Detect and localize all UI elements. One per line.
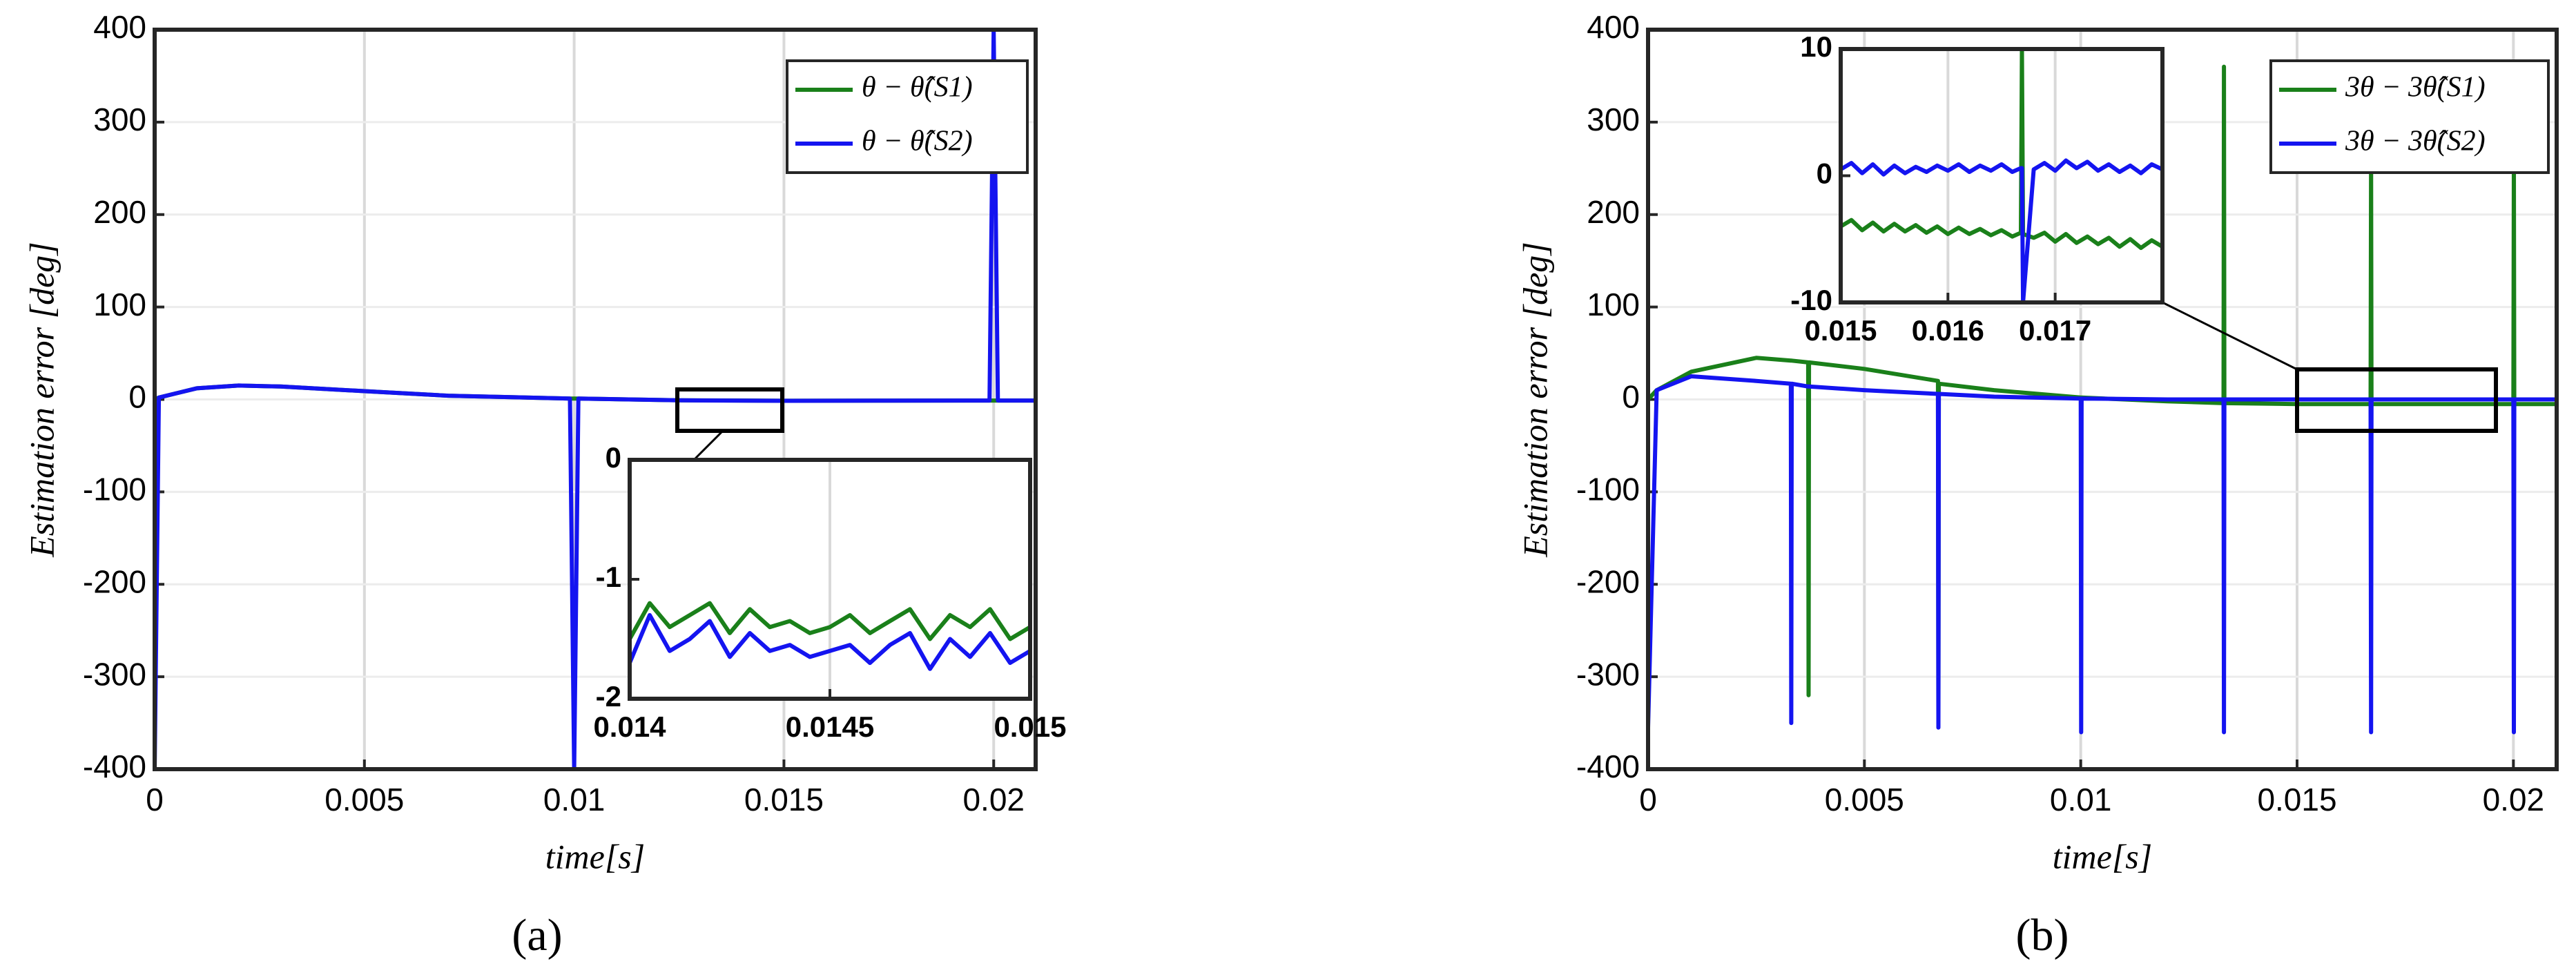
y-tick-label: -400 (83, 748, 146, 784)
y-tick-label: -300 (83, 656, 146, 692)
legend-label: θ − θ̂(S1) (862, 72, 973, 104)
x-tick-label: 0.014 (593, 710, 666, 743)
axes-frame (153, 28, 1038, 771)
x-tick-label: 0.01 (2050, 782, 2112, 818)
y-tick-label: -200 (1576, 563, 1640, 599)
y-tick-label: 400 (1587, 9, 1640, 45)
zoom-box (2295, 367, 2498, 433)
y-tick-label: 0 (606, 441, 621, 474)
y-tick-label: -400 (1576, 748, 1640, 784)
y-tick-label: 300 (93, 101, 146, 137)
x-tick-label: 0 (146, 782, 164, 818)
series-line (1648, 374, 2557, 735)
series-line (155, 30, 1036, 769)
axes-frame (1839, 47, 2165, 304)
y-tick-label: 300 (1587, 101, 1640, 137)
series-line (1841, 49, 2162, 251)
x-tick-label: 0.02 (2483, 782, 2545, 818)
series-line (630, 601, 1030, 641)
x-tick-label: 0.005 (325, 782, 404, 818)
x-tick-label: 0.005 (1825, 782, 1904, 818)
legend-label: 3θ − 3θ̂(S2) (2345, 126, 2486, 157)
plot-area (1841, 49, 2162, 302)
y-tick-label: 200 (1587, 194, 1640, 230)
y-tick-label: 0 (1817, 157, 1832, 190)
x-axis-label: time[s] (545, 837, 645, 876)
y-tick-label: -300 (1576, 656, 1640, 692)
axes-frame (628, 458, 1032, 701)
x-tick-label: 0.015 (744, 782, 824, 818)
y-tick-label: -1 (596, 561, 621, 593)
zoom-box (675, 387, 784, 433)
x-tick-label: 0.02 (962, 782, 1025, 818)
caption: (a) (512, 910, 562, 960)
legend-label: 3θ − 3θ̂(S1) (2345, 72, 2486, 104)
y-tick-label: 0 (128, 379, 146, 415)
y-tick-label: 200 (93, 194, 146, 230)
y-tick-label: 100 (1587, 287, 1640, 322)
y-tick-label: 10 (1800, 30, 1832, 63)
y-tick-label: -10 (1790, 284, 1832, 316)
y-tick-label: 0 (1622, 379, 1640, 415)
y-axis-label: Estimation error [deg] (1515, 242, 1554, 558)
x-tick-label: 0.01 (543, 782, 606, 818)
x-tick-label: 0.017 (2019, 314, 2091, 347)
x-tick-label: 0.016 (1912, 314, 1984, 347)
y-tick-label: -200 (83, 563, 146, 599)
y-tick-label: -100 (83, 472, 146, 507)
x-tick-label: 0.015 (1804, 314, 1877, 347)
legend-box (786, 59, 1029, 174)
axes-frame (1646, 28, 2559, 771)
zoom-connector (2162, 301, 2298, 371)
y-tick-label: -2 (596, 680, 621, 713)
x-tick-label: 0.0145 (786, 710, 874, 743)
y-tick-label: 100 (93, 287, 146, 322)
y-tick-label: 400 (93, 9, 146, 45)
legend-label: θ − θ̂(S2) (862, 126, 973, 157)
x-axis-label: time[s] (2053, 837, 2152, 876)
y-tick-label: -100 (1576, 472, 1640, 507)
y-axis-label: Estimation error [deg] (22, 242, 61, 558)
series-line (1841, 158, 2162, 302)
x-tick-label: 0 (1639, 782, 1657, 818)
x-tick-label: 0.015 (994, 710, 1066, 743)
x-tick-label: 0.015 (2257, 782, 2336, 818)
legend-box (2269, 59, 2550, 174)
zoom-connector (693, 429, 724, 461)
caption: (b) (2016, 910, 2069, 960)
series-line (630, 612, 1030, 671)
